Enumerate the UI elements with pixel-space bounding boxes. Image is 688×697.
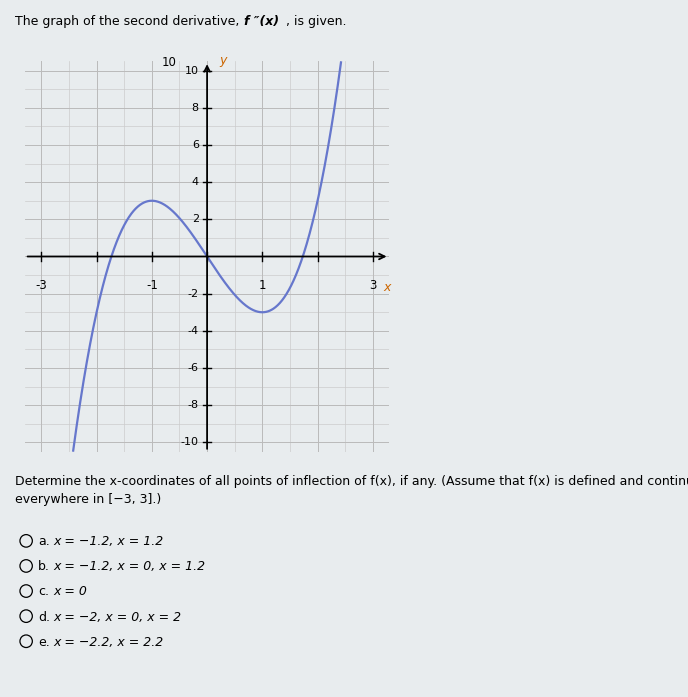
Text: x = −1.2, x = 0, x = 1.2: x = −1.2, x = 0, x = 1.2 [54,560,206,574]
Text: -2: -2 [188,289,199,299]
Text: d.: d. [38,611,50,624]
Text: x = −2, x = 0, x = 2: x = −2, x = 0, x = 2 [54,611,182,624]
Text: -10: -10 [181,437,199,447]
Text: 1: 1 [259,279,266,292]
Text: Determine the x-coordinates of all points of inflection of f(x), if any. (Assume: Determine the x-coordinates of all point… [15,475,688,506]
Text: -1: -1 [146,279,158,292]
Text: e.: e. [38,636,50,649]
Text: y: y [219,54,226,67]
Text: 2: 2 [192,214,199,224]
Text: x = −2.2, x = 2.2: x = −2.2, x = 2.2 [54,636,164,649]
Text: x = 0: x = 0 [54,585,87,599]
Text: 10: 10 [162,56,177,69]
Text: a.: a. [38,535,50,549]
Text: c.: c. [38,585,49,599]
Text: 10: 10 [185,66,199,76]
Text: b.: b. [38,560,50,574]
Text: -8: -8 [188,400,199,411]
Text: 3: 3 [369,279,376,292]
Text: -6: -6 [188,363,199,373]
Text: , is given.: , is given. [286,15,346,29]
Text: x = −1.2, x = 1.2: x = −1.2, x = 1.2 [54,535,164,549]
Text: f ″(x): f ″(x) [244,15,279,29]
Text: 6: 6 [192,140,199,150]
Text: -3: -3 [36,279,47,292]
Text: The graph of the second derivative,: The graph of the second derivative, [15,15,244,29]
Text: x: x [383,281,390,293]
Text: 4: 4 [192,177,199,187]
Text: -4: -4 [188,325,199,336]
Text: 8: 8 [192,102,199,113]
